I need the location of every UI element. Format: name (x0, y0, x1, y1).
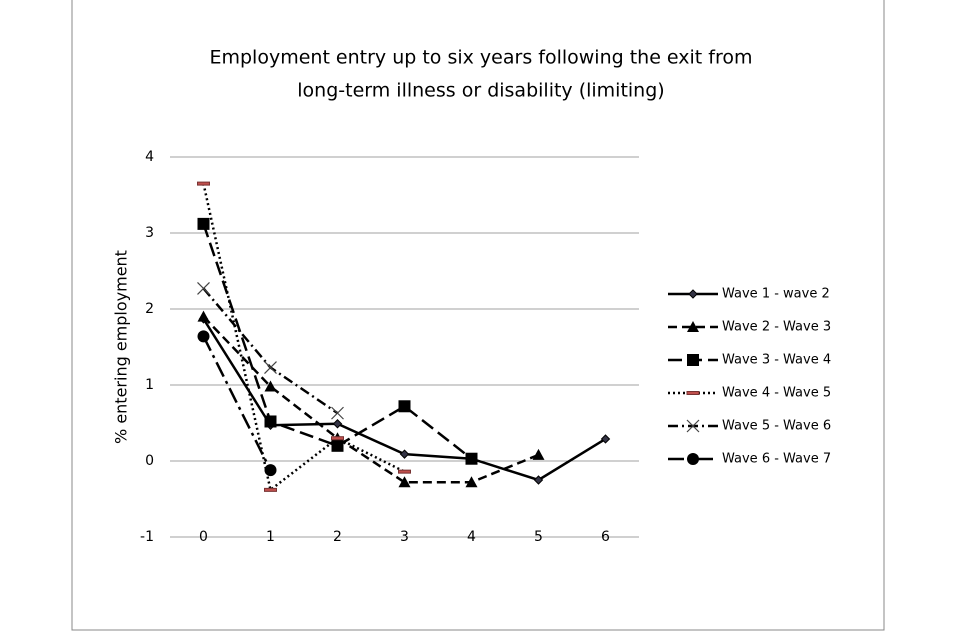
chart-title: Employment entry up to six years followi… (209, 47, 752, 69)
marker (197, 217, 210, 230)
y-tick-label: 3 (145, 225, 154, 241)
x-tick-label: 2 (333, 529, 342, 545)
marker (197, 310, 210, 322)
marker (264, 380, 277, 392)
chart-frame (71, 0, 885, 631)
marker (687, 321, 699, 332)
marker (332, 419, 343, 429)
x-tick-label: 4 (467, 529, 476, 545)
marker (399, 449, 410, 459)
x-tick-label: 6 (601, 529, 610, 545)
marker (264, 464, 277, 477)
x-tick-label: 3 (400, 529, 409, 545)
marker (197, 330, 210, 343)
marker (465, 452, 478, 465)
marker (533, 475, 544, 485)
marker (264, 361, 277, 374)
marker (264, 415, 277, 428)
marker (398, 400, 411, 413)
marker (331, 439, 344, 452)
marker (398, 476, 411, 488)
marker (686, 419, 700, 433)
legend-label: Wave 3 - Wave 4 (722, 353, 831, 368)
series-line (202, 335, 272, 471)
y-tick-label: -1 (140, 529, 154, 545)
y-tick-label: 2 (145, 301, 154, 317)
x-tick-label: 1 (266, 529, 275, 545)
marker (686, 391, 700, 395)
marker (600, 434, 611, 444)
y-axis-label: % entering employment (112, 250, 131, 444)
series-line (202, 183, 406, 493)
x-tick-label: 0 (199, 529, 208, 545)
marker (687, 354, 699, 366)
legend-label: Wave 2 - Wave 3 (722, 320, 831, 335)
marker (197, 282, 210, 295)
chart-title: long-term illness or disability (limitin… (297, 80, 664, 102)
y-tick-label: 1 (145, 377, 154, 393)
marker (532, 448, 545, 460)
legend-label: Wave 1 - wave 2 (722, 287, 830, 302)
marker (465, 476, 478, 488)
series-line (202, 223, 473, 460)
marker (197, 181, 210, 186)
legend-label: Wave 4 - Wave 5 (722, 386, 831, 401)
y-tick-label: 0 (145, 453, 154, 469)
marker (331, 406, 344, 420)
marker (398, 469, 411, 474)
marker (264, 487, 277, 492)
legend-label: Wave 5 - Wave 6 (722, 419, 831, 434)
y-tick-label: 4 (145, 149, 154, 165)
marker (331, 436, 344, 441)
marker (687, 453, 699, 465)
x-tick-label: 5 (534, 529, 543, 545)
series-line (202, 315, 539, 484)
legend-label: Wave 6 - Wave 7 (722, 452, 831, 467)
marker (688, 289, 698, 299)
